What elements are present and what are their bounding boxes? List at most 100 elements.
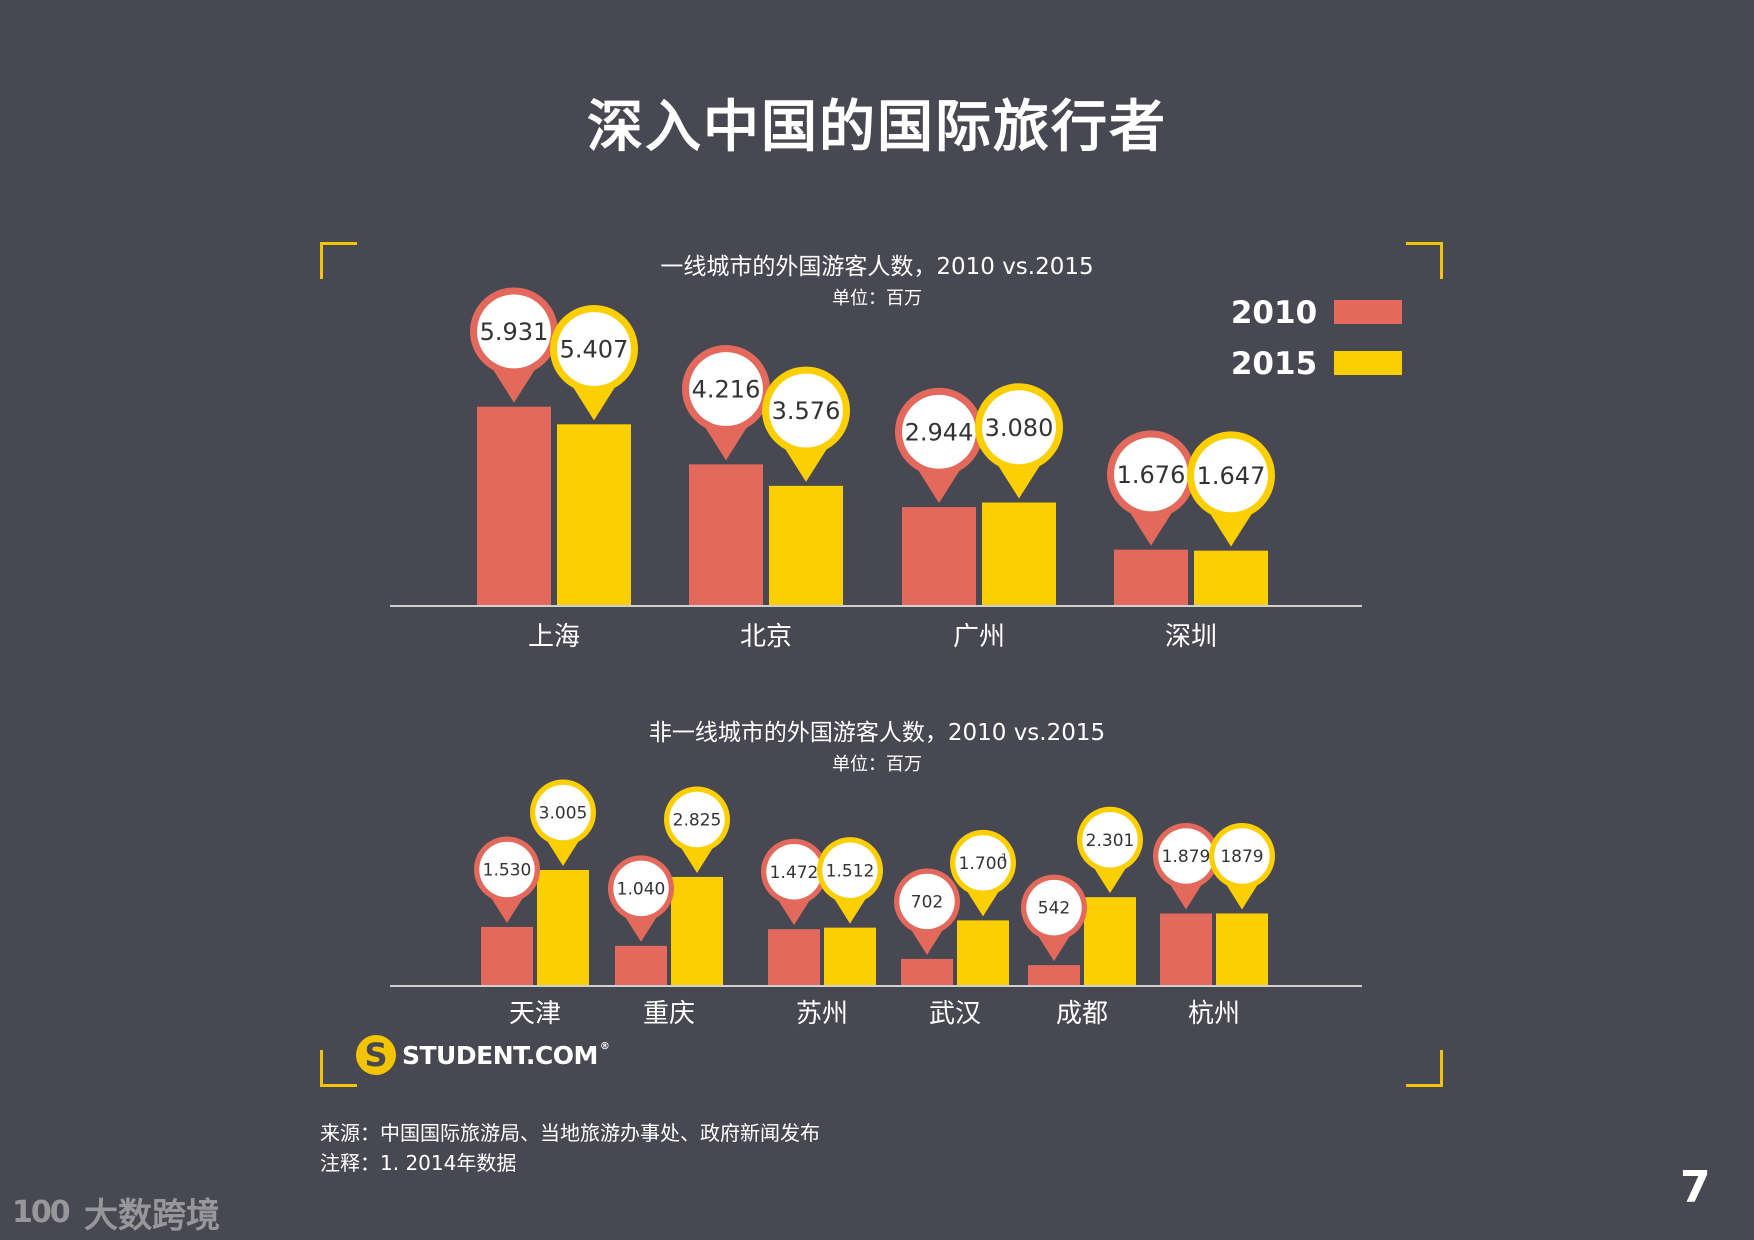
legend-swatch-2010 xyxy=(1334,300,1402,324)
data-label-2-2015-1-face xyxy=(535,784,591,841)
data-label-2-2015-5-pointer xyxy=(1091,864,1129,894)
category-label-2-2: 重庆 xyxy=(643,999,695,1029)
bar-1-2015-4 xyxy=(1194,550,1268,606)
data-label-2-2015-6-pointer xyxy=(1223,880,1261,910)
source-notes: 来源：中国国际旅游局、当地旅游办事处、政府新闻发布 注释：1. 2014年数据 xyxy=(320,1118,820,1178)
category-label-2-3: 苏州 xyxy=(796,999,848,1029)
data-label-1-2010-2-pointer xyxy=(701,422,751,461)
data-label-2-2015-3-face xyxy=(822,842,878,898)
data-label-2-2010-6-face xyxy=(1158,828,1214,884)
bar-2-2010-2 xyxy=(615,945,667,986)
bar-1-2015-3 xyxy=(982,502,1056,606)
data-label-2-2010-1-face xyxy=(479,841,535,898)
frame-corner-top-right xyxy=(1406,242,1443,279)
bar-1-2015-2 xyxy=(769,485,843,606)
category-label-2-5: 成都 xyxy=(1056,999,1108,1029)
data-label-2-2010-2: 1.040 xyxy=(608,855,674,942)
data-label-1-2015-1-pointer xyxy=(569,382,619,421)
data-label-2-2015-3-label: 1.512 xyxy=(826,861,875,881)
data-label-1-2010-2: 4.216 xyxy=(682,345,770,461)
data-label-2-2015-3: 1.512 xyxy=(817,837,883,924)
page-number: 7 xyxy=(1680,1162,1711,1213)
category-label-1-2: 北京 xyxy=(740,622,792,652)
note-line: 注释：1. 2014年数据 xyxy=(320,1151,517,1175)
data-label-2-2010-4-label: 702 xyxy=(911,893,943,913)
data-label-2-2010-6-label: 1.879 xyxy=(1162,847,1211,867)
student-com-logo: S STUDENT.COM ® xyxy=(356,1033,610,1077)
data-label-1-2010-4: 1.676 xyxy=(1107,430,1195,546)
data-label-2-2015-4-pointer xyxy=(964,887,1002,917)
data-label-1-2015-3: 3.080 xyxy=(975,383,1063,499)
data-label-2-2010-3-label: 1.472 xyxy=(770,863,819,883)
bar-1-2010-1 xyxy=(477,406,551,606)
data-label-2-2015-5-face xyxy=(1082,812,1138,868)
chart-1-subtitle: 单位：百万 xyxy=(832,288,922,309)
data-label-2-2010-1-label: 1.530 xyxy=(483,861,532,881)
data-label-2-2015-6-face xyxy=(1214,828,1270,884)
category-label-1-1: 上海 xyxy=(528,622,580,652)
data-label-1-2010-4-pointer xyxy=(1126,507,1176,546)
bar-2-2010-6 xyxy=(1160,913,1212,986)
data-label-2-2010-6-pointer xyxy=(1167,880,1205,910)
data-label-2-2010-5-face xyxy=(1026,879,1082,936)
legend-swatch-2015 xyxy=(1334,351,1402,375)
bar-2-2010-5 xyxy=(1028,965,1080,986)
logo-text: STUDENT.COM xyxy=(402,1040,598,1070)
data-label-2-2010-5-pointer xyxy=(1035,932,1073,962)
bar-2-2015-3 xyxy=(824,927,876,986)
data-label-1-2015-4-face xyxy=(1194,438,1268,513)
data-label-1-2010-2-label: 4.216 xyxy=(692,376,761,404)
data-label-1-2010-1-label: 5.931 xyxy=(480,318,549,346)
category-label-1-3: 广州 xyxy=(953,622,1005,652)
data-label-2-2015-3-pointer xyxy=(831,894,869,924)
bar-1-2010-3 xyxy=(902,507,976,606)
chart-2-title: 非一线城市的外国游客人数，2010 vs.2015 xyxy=(649,720,1105,746)
data-label-1-2015-3-label: 3.080 xyxy=(985,414,1054,442)
watermark-logo-icon: 100 xyxy=(12,1195,71,1230)
data-label-2-2010-3: 1.472 xyxy=(761,838,827,926)
data-label-1-2015-1-label: 5.407 xyxy=(560,336,629,364)
frame-corner-top-left xyxy=(320,242,357,279)
data-label-2-2010-3-face xyxy=(766,844,822,900)
data-label-1-2015-2: 3.576 xyxy=(762,366,850,482)
data-label-2-2010-2-face xyxy=(613,860,669,917)
bar-2-2015-1 xyxy=(537,870,589,986)
data-label-2-2015-5-label: 2.301 xyxy=(1086,831,1135,851)
data-label-1-2010-2-face xyxy=(689,352,763,427)
data-label-2-2015-4-face xyxy=(955,835,1011,891)
bar-1-2010-4 xyxy=(1114,549,1188,606)
data-label-2-2010-4: 702 xyxy=(894,868,960,955)
data-label-1-2015-4-pointer xyxy=(1206,508,1256,547)
data-label-1-2010-3-label: 2.944 xyxy=(905,418,974,446)
frame-corner-bottom-left xyxy=(320,1050,357,1087)
data-label-1-2015-3-pointer xyxy=(994,460,1044,499)
data-label-1-2010-3-face xyxy=(902,394,976,469)
data-label-1-2010-1-pointer xyxy=(489,364,539,403)
data-label-1-2010-3: 2.944 xyxy=(895,387,983,504)
data-label-2-2010-3-pointer xyxy=(775,896,813,926)
bar-2-2010-4 xyxy=(901,958,953,986)
student-logo-icon: S xyxy=(356,1035,396,1075)
data-label-2-2010-4-face xyxy=(899,873,955,930)
chart-1-title: 一线城市的外国游客人数，2010 vs.2015 xyxy=(660,254,1093,280)
data-label-1-2015-3-face xyxy=(982,390,1056,465)
bar-2-2015-4 xyxy=(957,920,1009,986)
data-label-2-2010-2-pointer xyxy=(622,913,660,942)
watermark-text: 大数跨境 xyxy=(84,1196,220,1236)
data-label-1-2010-1-face xyxy=(477,294,551,369)
data-label-1-2015-2-face xyxy=(769,373,843,448)
data-label-2-2015-2-pointer xyxy=(678,844,716,873)
page-title: 深入中国的国际旅行者 xyxy=(587,95,1167,160)
logo-registered-mark: ® xyxy=(599,1040,610,1052)
category-label-2-6: 杭州 xyxy=(1188,999,1240,1029)
data-label-2-2015-2: 2.825 xyxy=(664,786,730,873)
data-label-2-2010-5: 542 xyxy=(1021,874,1087,962)
bar-1-2010-2 xyxy=(689,464,763,606)
data-label-2-2015-2-label: 2.825 xyxy=(673,811,722,831)
data-label-1-2015-2-label: 3.576 xyxy=(772,397,841,425)
data-label-2-2015-4-label: 1.700 xyxy=(959,854,1008,874)
data-label-1-2015-4-label: 1.647 xyxy=(1197,462,1266,490)
data-label-2-2010-6: 1.879 xyxy=(1153,823,1219,910)
data-label-2-2010-5-label: 542 xyxy=(1038,899,1070,919)
